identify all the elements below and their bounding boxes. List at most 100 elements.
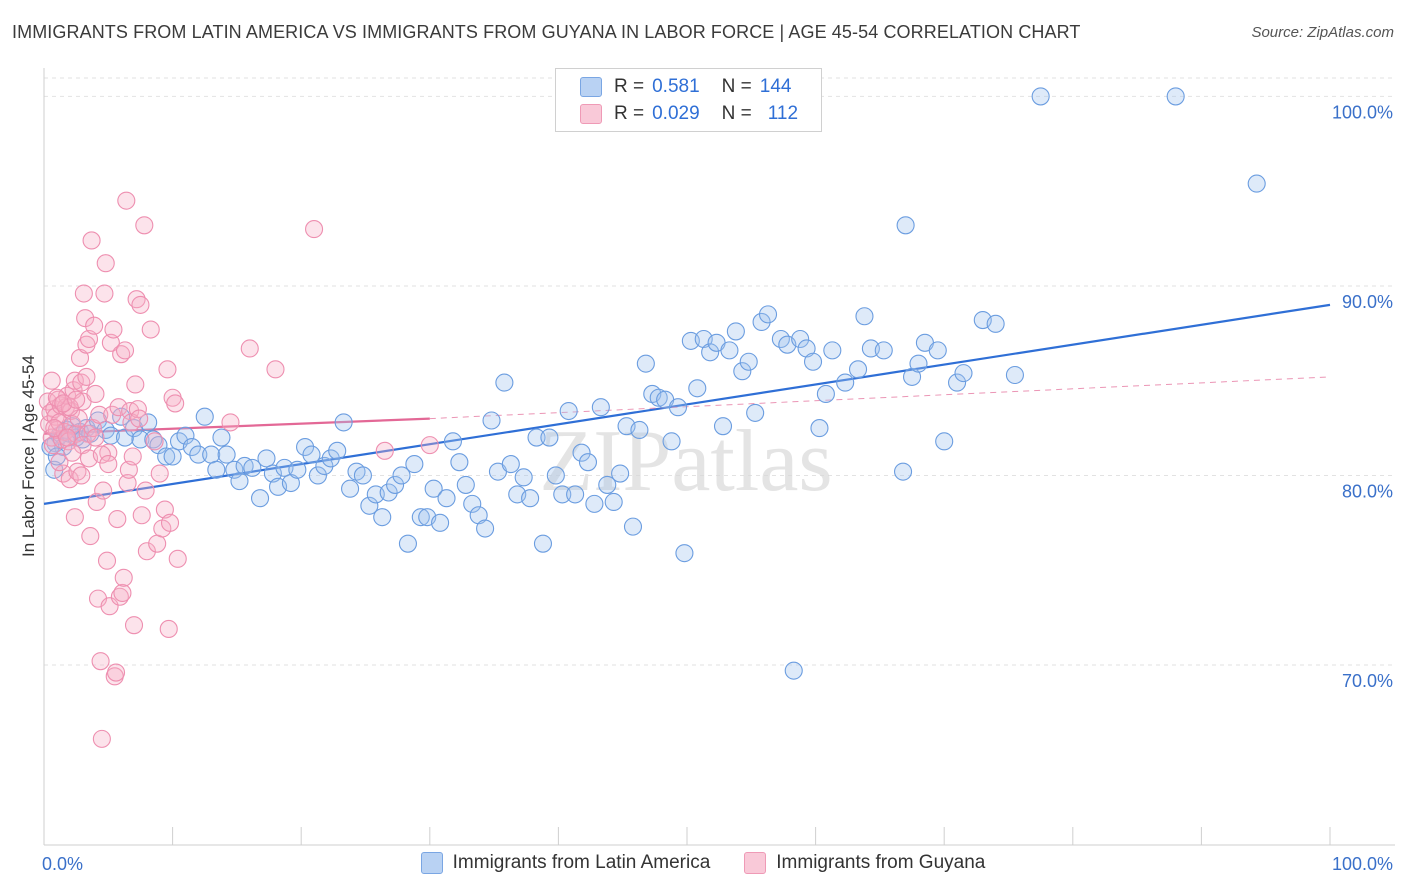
point-guyana [42,371,61,390]
point-guyana [96,254,115,273]
point-latin-america [443,432,462,451]
trend-lines [43,303,1331,505]
point-guyana [145,432,164,451]
legend-swatch-latin-america [580,77,602,97]
point-guyana [160,513,180,532]
point-latin-america [334,413,353,432]
legend-row-latin-america: R = 0.581 N = 144 [580,76,813,98]
point-latin-america [713,417,733,436]
point-guyana [79,329,99,349]
point-latin-america [909,354,928,373]
point-guyana [155,500,174,519]
trend-line-guyana [43,417,430,435]
axes [43,68,1395,846]
point-latin-america [752,312,771,331]
point-latin-america [986,314,1005,333]
point-latin-america [935,432,954,451]
point-latin-america [296,437,315,457]
point-latin-america [157,447,176,466]
point-guyana [126,375,145,394]
point-latin-america [948,373,967,392]
point-guyana [85,316,104,335]
point-guyana [240,339,259,358]
tick-labels: 70.0% 80.0% 90.0% 100.0% 0.0% 100.0% In Labor … [19,102,1393,874]
point-latin-america [591,398,610,417]
point-guyana [128,400,147,419]
r-label: R = [614,76,645,97]
point-guyana [94,481,113,500]
point-latin-america [585,494,604,513]
point-latin-america [784,661,803,680]
point-latin-america [636,354,655,373]
point-latin-america [501,455,520,474]
point-latin-america [398,534,417,553]
point-guyana [103,405,122,424]
point-latin-america [733,362,752,381]
point-latin-america [431,513,450,532]
point-guyana [92,445,111,464]
point-latin-america [163,447,182,466]
point-latin-america [463,494,482,513]
point-latin-america [250,489,270,508]
x-tick-label: 0.0% [42,854,83,874]
point-guyana [108,509,127,529]
point-latin-america [816,384,835,404]
point-latin-america [341,479,360,498]
point-latin-america [540,428,559,447]
data-points [38,87,1266,748]
point-guyana [131,295,150,314]
trend-line-guyana-extension [429,376,1331,420]
point-latin-america [392,466,411,485]
point-latin-america [456,475,475,494]
point-latin-america [553,485,572,504]
point-guyana [74,284,93,303]
point-latin-america [578,453,598,472]
point-latin-america [566,485,585,504]
r-value: 0.029 [652,103,700,124]
point-latin-america [308,466,327,485]
n-value: 144 [759,76,792,97]
point-guyana [123,447,142,466]
stats-legend: R = 0.581 N = 144 R = 0.029 N = 112 [555,68,822,132]
point-latin-america [675,544,694,563]
n-label: N = [721,76,752,97]
point-latin-america [668,398,688,417]
point-latin-america [230,472,249,491]
point-latin-america [1166,87,1185,106]
point-guyana [109,398,128,417]
point-latin-america [1031,87,1050,106]
point-guyana [117,191,136,210]
point-guyana [90,405,109,424]
point-guyana [113,583,132,602]
point-latin-america [495,373,514,392]
watermark: ZIPatlas [539,413,832,510]
point-latin-america [450,453,469,472]
point-latin-america [623,517,643,536]
point-latin-america [353,466,372,485]
r-label: R = [614,103,645,124]
point-guyana [86,384,105,404]
point-latin-america [893,462,913,481]
point-guyana [148,534,167,553]
y-tick-label: 90.0% [1342,292,1393,312]
point-latin-america [572,443,591,462]
point-latin-america [212,428,231,447]
point-latin-america [195,407,214,426]
point-guyana [72,373,91,392]
point-guyana [63,443,82,462]
point-latin-america [263,464,282,483]
point-latin-america [514,468,533,487]
point-latin-america [720,341,739,360]
point-guyana [72,466,91,485]
point-guyana [168,549,187,568]
chart-title: IMMIGRANTS FROM LATIN AMERICA VS IMMIGRA… [12,22,1081,42]
point-guyana [266,360,285,379]
point-latin-america [874,341,893,360]
point-latin-america [823,341,842,360]
point-latin-america [328,441,347,460]
point-latin-america [604,492,623,512]
point-latin-america [791,329,810,349]
legend-label: Immigrants from Guyana [776,852,986,873]
point-latin-america [202,445,221,464]
